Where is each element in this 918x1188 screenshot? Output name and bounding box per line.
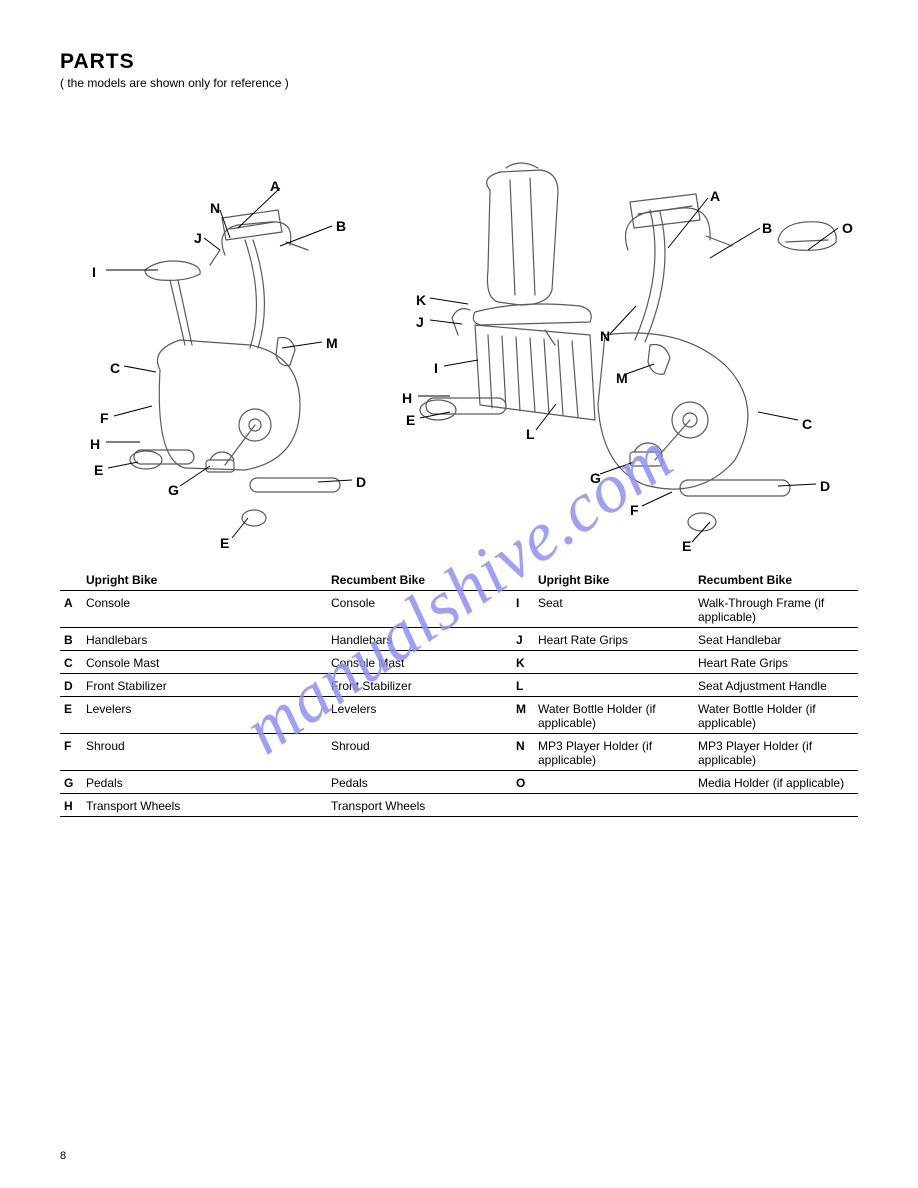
table-row: GPedalsPedalsOMedia Holder (if applicabl… [60, 771, 858, 794]
table-cell: Seat Adjustment Handle [694, 674, 858, 697]
th-upright-1: Upright Bike [82, 568, 327, 591]
callout-label: M [326, 335, 338, 351]
callout-label: A [270, 178, 280, 194]
callout-label: E [94, 462, 103, 478]
table-cell: F [60, 734, 82, 771]
table-cell: MP3 Player Holder (if applicable) [694, 734, 858, 771]
table-cell: C [60, 651, 82, 674]
table-cell: MP3 Player Holder (if applicable) [534, 734, 694, 771]
table-row: ELevelersLevelersMWater Bottle Holder (i… [60, 697, 858, 734]
callout-label: N [210, 200, 220, 216]
table-cell: Media Holder (if applicable) [694, 771, 858, 794]
callout-label: C [110, 360, 120, 376]
table-row: FShroudShroudNMP3 Player Holder (if appl… [60, 734, 858, 771]
callout-label: G [168, 482, 179, 498]
th-blank-1 [60, 568, 82, 591]
table-cell: Pedals [82, 771, 327, 794]
table-cell [512, 794, 534, 817]
table-cell: Front Stabilizer [82, 674, 327, 697]
th-blank-2 [512, 568, 534, 591]
table-cell: Pedals [327, 771, 512, 794]
table-cell: Water Bottle Holder (if applicable) [534, 697, 694, 734]
table-cell: Water Bottle Holder (if applicable) [694, 697, 858, 734]
callout-label: G [590, 470, 601, 486]
table-cell [534, 651, 694, 674]
th-recumbent-2: Recumbent Bike [694, 568, 858, 591]
table-cell: Shroud [82, 734, 327, 771]
callout-label: D [356, 474, 366, 490]
parts-diagram: ANJBIMCFHEGDEABOKJNIMHECLGFDE [60, 110, 860, 560]
callout-label: D [820, 478, 830, 494]
callout-label: B [336, 218, 346, 234]
table-row: HTransport WheelsTransport Wheels [60, 794, 858, 817]
table-row: DFront StabilizerFront StabilizerLSeat A… [60, 674, 858, 697]
callout-label: L [526, 426, 535, 442]
table-cell: Console [82, 591, 327, 628]
table-cell: Heart Rate Grips [534, 628, 694, 651]
callout-label: H [402, 390, 412, 406]
callout-label: F [100, 410, 109, 426]
table-cell: B [60, 628, 82, 651]
table-cell: L [512, 674, 534, 697]
table-cell: Handlebars [82, 628, 327, 651]
table-cell: Console Mast [82, 651, 327, 674]
callout-label: I [92, 264, 96, 280]
table-cell: Walk-Through Frame (if applicable) [694, 591, 858, 628]
table-cell: D [60, 674, 82, 697]
table-cell: I [512, 591, 534, 628]
th-upright-2: Upright Bike [534, 568, 694, 591]
table-cell: K [512, 651, 534, 674]
th-recumbent-1: Recumbent Bike [327, 568, 512, 591]
table-row: CConsole MastConsole MastKHeart Rate Gri… [60, 651, 858, 674]
table-cell: Console Mast [327, 651, 512, 674]
table-cell: Shroud [327, 734, 512, 771]
table-row: BHandlebarsHandlebarsJHeart Rate GripsSe… [60, 628, 858, 651]
callout-label: N [600, 328, 610, 344]
table-cell: Transport Wheels [82, 794, 327, 817]
table-cell [694, 794, 858, 817]
table-cell: Front Stabilizer [327, 674, 512, 697]
table-cell [534, 794, 694, 817]
table-cell: Seat [534, 591, 694, 628]
callout-label: K [416, 292, 426, 308]
callout-label: O [842, 220, 853, 236]
callout-label: J [194, 230, 202, 246]
callout-label: M [616, 370, 628, 386]
table-cell: Transport Wheels [327, 794, 512, 817]
table-cell: M [512, 697, 534, 734]
section-subtitle: ( the models are shown only for referenc… [60, 76, 858, 90]
table-cell [534, 771, 694, 794]
callout-label: E [406, 412, 415, 428]
page-number: 8 [60, 1150, 66, 1162]
table-header-row: Upright Bike Recumbent Bike Upright Bike… [60, 568, 858, 591]
table-cell: E [60, 697, 82, 734]
table-cell: G [60, 771, 82, 794]
callout-label: J [416, 314, 424, 330]
table-cell: O [512, 771, 534, 794]
callout-label: E [682, 538, 691, 554]
callout-label: A [710, 188, 720, 204]
table-cell: N [512, 734, 534, 771]
callout-label: H [90, 436, 100, 452]
table-cell: Console [327, 591, 512, 628]
table-cell: Levelers [327, 697, 512, 734]
table-cell: Seat Handlebar [694, 628, 858, 651]
section-title: PARTS [60, 50, 858, 74]
table-row: AConsoleConsoleISeatWalk-Through Frame (… [60, 591, 858, 628]
table-cell: Levelers [82, 697, 327, 734]
table-cell: H [60, 794, 82, 817]
callout-label: I [434, 360, 438, 376]
callout-label: E [220, 535, 229, 551]
callout-label: C [802, 416, 812, 432]
parts-table: Upright Bike Recumbent Bike Upright Bike… [60, 568, 858, 817]
callouts-layer: ANJBIMCFHEGDEABOKJNIMHECLGFDE [60, 110, 860, 560]
table-cell: A [60, 591, 82, 628]
table-cell: Handlebars [327, 628, 512, 651]
table-cell: Heart Rate Grips [694, 651, 858, 674]
callout-label: F [630, 502, 639, 518]
table-cell [534, 674, 694, 697]
table-cell: J [512, 628, 534, 651]
callout-label: B [762, 220, 772, 236]
